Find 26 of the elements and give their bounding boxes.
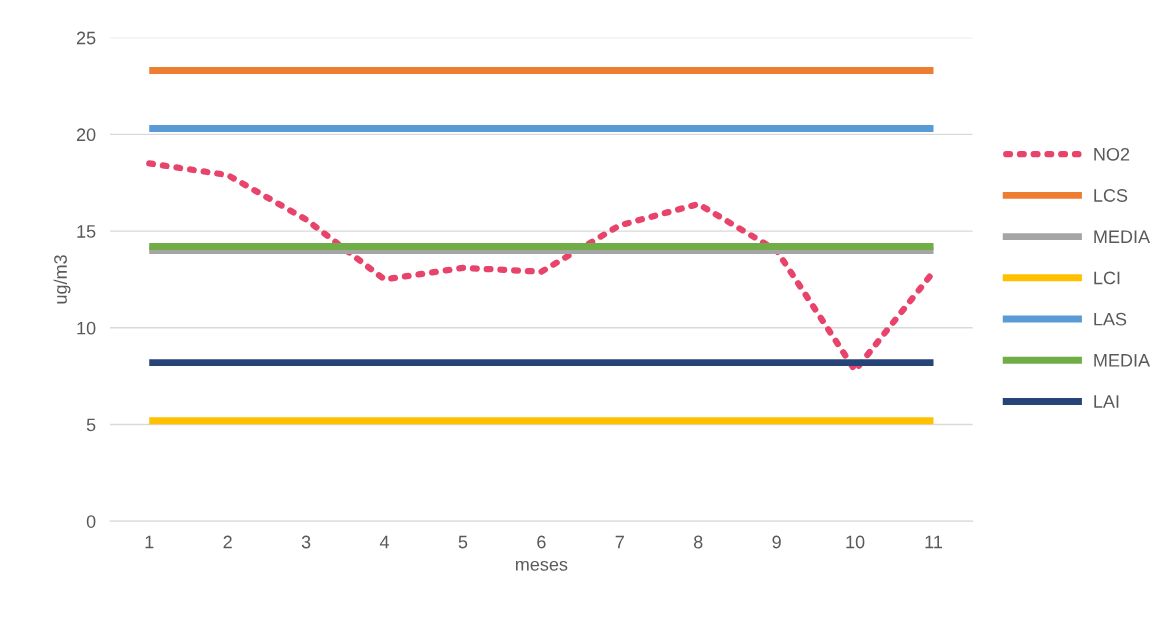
legend-label: NO2	[1094, 147, 1130, 161]
x-tick-label: 8	[693, 535, 703, 549]
x-tick-label: 1	[145, 535, 154, 549]
x-tick-label: 9	[772, 535, 781, 549]
x-tick-label: 4	[379, 535, 389, 549]
x-tick-label: 6	[537, 535, 546, 549]
legend-label: LAS	[1094, 312, 1127, 326]
legend-label: MEDIA	[1094, 230, 1151, 243]
y-tick-label: 5	[86, 418, 96, 432]
x-tick-label: 10	[846, 535, 865, 549]
legend-label: LCI	[1094, 271, 1120, 285]
y-tick-label: 10	[77, 321, 96, 335]
x-tick-label: 2	[223, 535, 232, 549]
legend-label: MEDIA	[1094, 354, 1151, 367]
x-tick-label: 3	[301, 535, 311, 549]
x-tick-label: 11	[925, 535, 942, 549]
y-tick-label: 20	[76, 128, 96, 142]
x-tick-label: 7	[615, 535, 624, 549]
legend-label: LCS	[1094, 189, 1128, 202]
y-tick-label: 25	[76, 31, 96, 45]
x-tick-label: 5	[458, 535, 468, 549]
y-tick-label: 0	[86, 515, 96, 528]
y-tick-label: 15	[77, 225, 96, 238]
x-axis-title: meses	[515, 560, 568, 571]
y-axis-title: ug/m3	[53, 255, 71, 304]
legend-label: LAI	[1094, 395, 1119, 408]
